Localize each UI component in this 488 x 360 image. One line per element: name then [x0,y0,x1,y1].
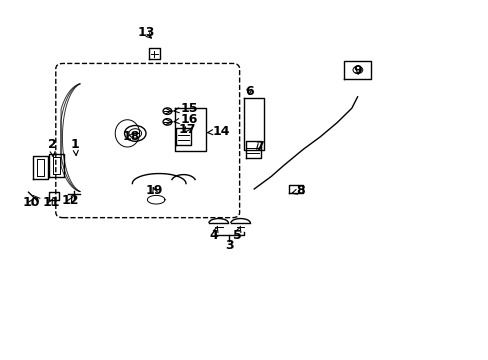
Text: 2: 2 [47,138,56,157]
Text: 10: 10 [22,196,40,209]
Text: 4: 4 [209,226,218,242]
Text: 3: 3 [224,239,233,252]
Text: 13: 13 [137,27,154,40]
Text: 11: 11 [42,196,60,209]
Text: 7: 7 [254,140,263,153]
Text: 6: 6 [244,85,253,98]
Text: 17: 17 [178,122,195,136]
Text: 18: 18 [122,130,140,143]
Text: 14: 14 [207,125,230,138]
Text: 12: 12 [61,194,79,207]
Text: 19: 19 [145,184,163,197]
Text: 8: 8 [291,184,304,197]
Text: 9: 9 [353,64,362,77]
Text: 1: 1 [71,138,80,156]
Text: 5: 5 [232,226,241,242]
Text: 15: 15 [174,103,197,116]
Text: 16: 16 [174,113,197,126]
